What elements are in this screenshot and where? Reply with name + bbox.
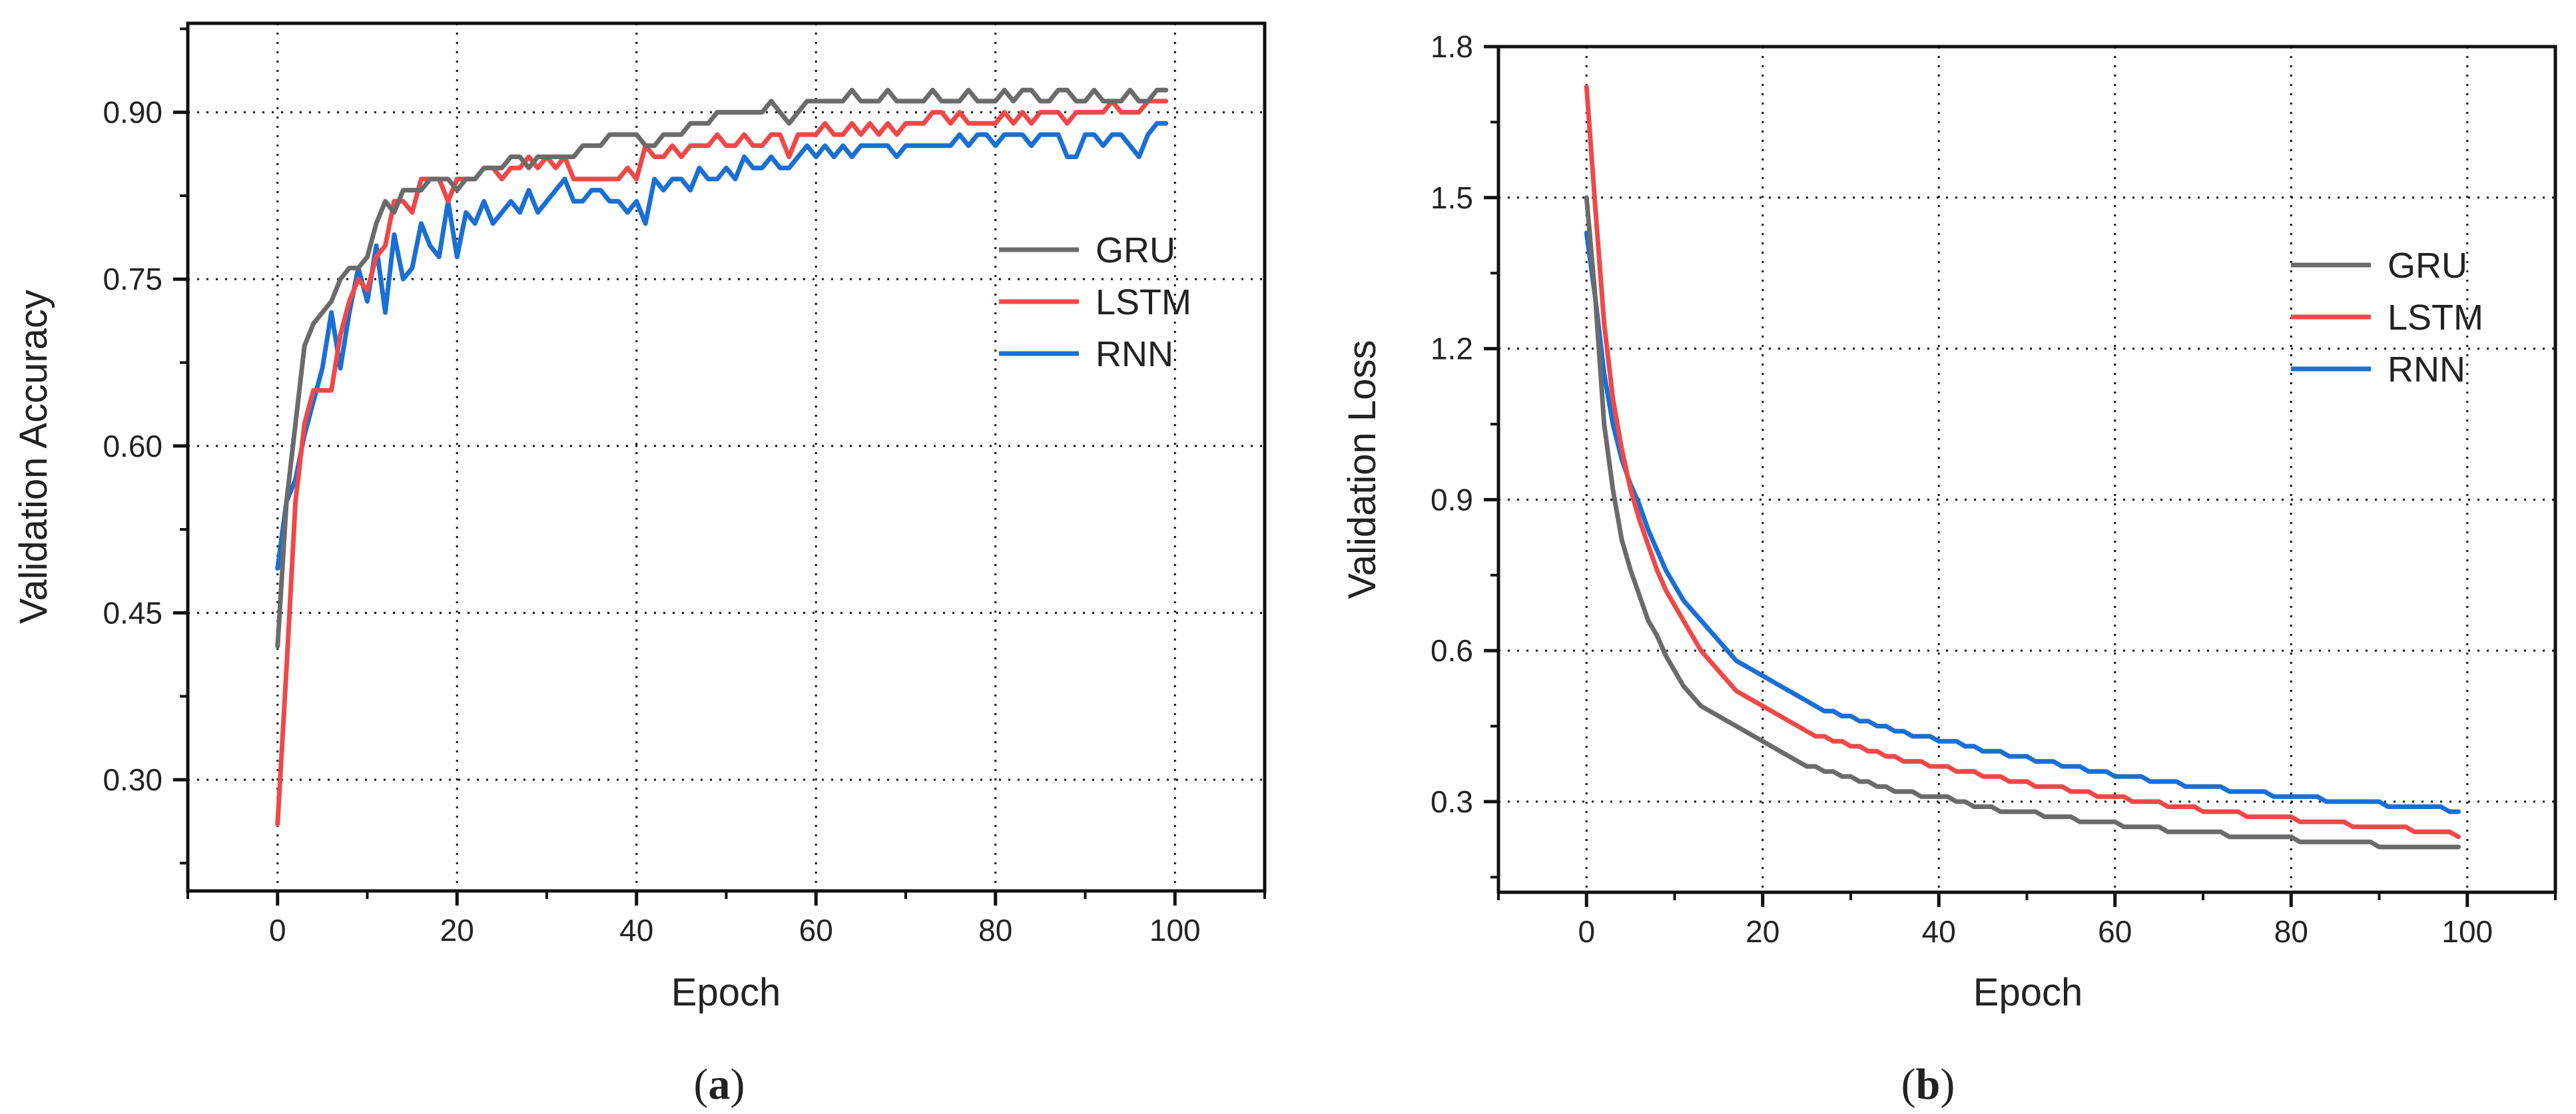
- b-legend-label-gru: GRU: [2388, 246, 2467, 286]
- a-y-tick-label: 0.90: [103, 95, 162, 130]
- a-x-tick-label: 100: [1149, 913, 1201, 948]
- b-legend-label-lstm: LSTM: [2388, 298, 2483, 338]
- a-series-line-rnn: [275, 121, 1169, 571]
- panel-b-y-axis-title: Validation Loss: [1341, 340, 1384, 599]
- b-series-line-rnn: [1584, 230, 2461, 814]
- panel-a-tick-labels: 0 20 40 60 80 100 0.30 0.45 0.60 0.75 0.90: [103, 95, 1200, 948]
- panel-b-ticks: [1484, 45, 2557, 907]
- a-y-tick-label: 0.75: [103, 262, 162, 296]
- panel-b-label-letter: b: [1916, 1060, 1941, 1109]
- a-legend-label-rnn: RNN: [1096, 334, 1173, 374]
- panel-b-legend: GRU LSTM RNN: [2291, 246, 2483, 390]
- b-y-tick-label: 1.2: [1431, 332, 1473, 366]
- a-x-tick-label: 80: [978, 913, 1012, 948]
- panel-a-label-letter: a: [709, 1060, 731, 1109]
- panel-a-y-axis-title: Validation Accuracy: [12, 290, 55, 624]
- panel-a-label: (a): [694, 1060, 745, 1109]
- a-legend-label-gru: GRU: [1096, 230, 1175, 270]
- b-y-tick-label: 1.5: [1431, 180, 1473, 215]
- b-series-line-gru: [1584, 195, 2461, 850]
- panel-a-x-axis-title: Epoch: [671, 971, 781, 1014]
- b-x-tick-label: 60: [2098, 914, 2132, 949]
- a-x-tick-label: 0: [269, 913, 286, 948]
- panel-a-ticks: [173, 27, 1266, 906]
- b-x-tick-label: 80: [2274, 914, 2308, 949]
- a-series-line-gru: [275, 87, 1169, 649]
- b-x-tick-label: 40: [1922, 914, 1956, 949]
- b-series-line-lstm: [1584, 85, 2461, 840]
- panel-b-tick-labels: 0 20 40 60 80 100 0.3 0.6 0.9 1.2 1.5 1.8: [1431, 29, 2493, 949]
- panel-a: 0 20 40 60 80 100 0.30 0.45 0.60 0.75 0.90 Epoch V…: [12, 21, 1267, 1109]
- panel-a-legend: GRU LSTM RNN: [999, 230, 1191, 374]
- b-legend-label-rnn: RNN: [2388, 350, 2465, 390]
- b-x-tick-label: 100: [2441, 914, 2493, 949]
- panel-b-grid: [1498, 45, 2555, 892]
- panel-a-grid: [188, 23, 1265, 891]
- b-y-tick-label: 0.3: [1431, 784, 1473, 819]
- b-y-tick-label: 1.8: [1431, 29, 1473, 64]
- a-y-tick-label: 0.60: [103, 429, 162, 463]
- b-y-tick-label: 0.9: [1431, 482, 1473, 517]
- a-y-tick-label: 0.45: [103, 595, 162, 630]
- a-y-tick-label: 0.30: [103, 762, 162, 797]
- panel-a-series: [275, 87, 1169, 827]
- panel-b-plot-frame: [1496, 45, 2557, 894]
- panel-a-plot-frame: [186, 21, 1267, 893]
- a-x-tick-label: 40: [619, 913, 653, 948]
- b-y-tick-label: 0.6: [1431, 633, 1473, 668]
- panel-b: 0 20 40 60 80 100 0.3 0.6 0.9 1.2 1.5 1.8 Epoch Val…: [1341, 29, 2557, 1109]
- a-legend-label-lstm: LSTM: [1096, 282, 1191, 322]
- a-x-tick-label: 20: [440, 913, 474, 948]
- b-x-tick-label: 20: [1746, 914, 1779, 949]
- a-x-tick-label: 60: [799, 913, 833, 948]
- b-x-tick-label: 0: [1578, 914, 1595, 949]
- panel-b-series: [1584, 85, 2461, 850]
- panel-b-x-axis-title: Epoch: [1973, 971, 2083, 1014]
- panel-b-label: (b): [1901, 1060, 1955, 1109]
- a-series-line-lstm: [275, 99, 1169, 827]
